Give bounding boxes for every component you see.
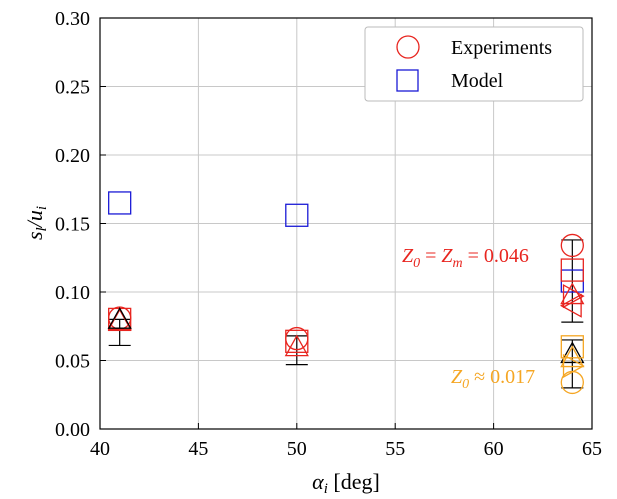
annotation-z0-approx: Z0 ≈ 0.017: [451, 366, 535, 392]
error-bar: [108, 318, 131, 347]
legend-square-icon: [396, 69, 419, 92]
data-point-triangle-up: [107, 307, 132, 329]
data-point-square: [560, 335, 584, 359]
x-axis-ticks: 40 45 50 55 60 65: [90, 423, 602, 460]
y-tick-label: 0.05: [55, 351, 90, 373]
annotation-z0-zm: Z0 = Zm = 0.046: [402, 245, 529, 271]
x-axis-label: αi [deg]: [312, 469, 380, 497]
data-markers: [107, 191, 585, 395]
y-axis-label: sl/ui: [22, 206, 50, 240]
y-tick-label: 0.30: [55, 8, 90, 30]
x-tick-label: 50: [287, 438, 307, 460]
y-tick-label: 0.15: [55, 214, 90, 236]
x-tick-label: 55: [385, 438, 405, 460]
data-point-square: [560, 258, 584, 282]
data-point-triangle-right: [562, 353, 585, 379]
legend-circle-icon: [396, 35, 420, 59]
y-tick-label: 0.20: [55, 145, 90, 167]
x-tick-label: 65: [582, 438, 602, 460]
y-tick-label: 0.10: [55, 282, 90, 304]
y-tick-label: 0.00: [55, 419, 90, 441]
data-point-circle: [560, 233, 584, 258]
x-tick-label: 60: [484, 438, 504, 460]
data-point-square: [285, 329, 309, 353]
data-point-square: [285, 203, 309, 227]
legend-label-experiments: Experiments: [451, 37, 552, 59]
y-axis-ticks: 0.00 0.05 0.10 0.15 0.20 0.25 0.30: [55, 8, 106, 441]
legend-label-model: Model: [451, 70, 504, 92]
data-point-square: [108, 191, 132, 215]
legend: Experiments Model: [364, 26, 584, 102]
data-point-triangle-up: [284, 334, 309, 357]
data-point-triangle-up: [107, 308, 132, 331]
x-tick-label: 40: [90, 438, 110, 460]
data-point-triangle-right: [562, 284, 585, 309]
y-tick-label: 0.25: [55, 77, 90, 99]
data-point-triangle-up: [560, 341, 585, 364]
x-tick-label: 45: [188, 438, 208, 460]
data-point-triangle-left: [559, 293, 582, 318]
